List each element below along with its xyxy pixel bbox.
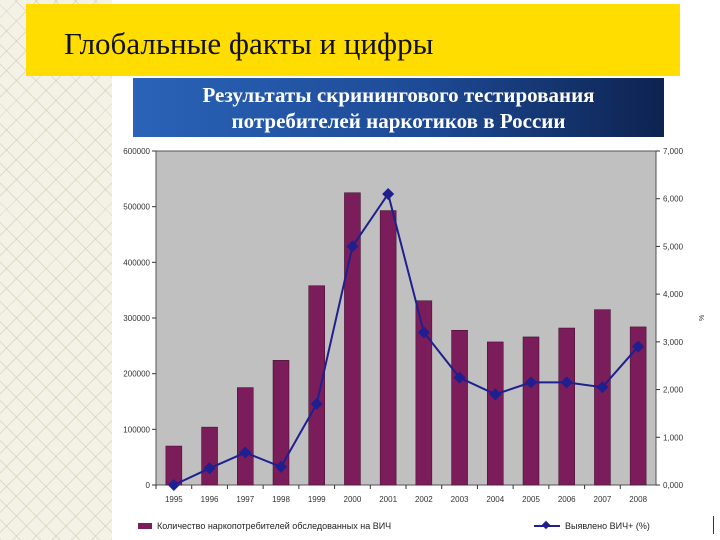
bar-2007 bbox=[594, 309, 611, 486]
line-point-2000 bbox=[346, 240, 359, 253]
bar-1999 bbox=[308, 285, 325, 486]
line-point-2008 bbox=[632, 340, 645, 353]
left-axis-tick-label: 400000 bbox=[123, 258, 150, 267]
x-axis-tick-label: 1996 bbox=[201, 495, 219, 504]
left-axis-tick-label: 500000 bbox=[123, 203, 150, 212]
x-axis-tick-label: 1998 bbox=[272, 495, 290, 504]
line-point-2002 bbox=[417, 326, 430, 339]
right-axis-tick-label: 3,000 bbox=[663, 338, 684, 347]
chart-title-box: Результаты скринингового тестирования по… bbox=[133, 78, 664, 137]
title-bar bbox=[26, 4, 680, 76]
x-axis-tick-label: 1995 bbox=[165, 495, 183, 504]
right-axis-label: % bbox=[699, 315, 706, 321]
chart-title-line-1: Результаты скринингового тестирования bbox=[202, 83, 595, 107]
chart-area: 0 100000 200000 300000 400000 500000 600000 0,0… bbox=[112, 140, 720, 540]
bar-2004 bbox=[487, 341, 504, 486]
bar-2001 bbox=[379, 210, 397, 486]
right-axis-tick-label: 5,000 bbox=[663, 242, 684, 251]
right-axis-tick-label: 2,000 bbox=[663, 386, 684, 395]
line-point-2007 bbox=[596, 381, 609, 394]
bar-2006 bbox=[558, 327, 575, 486]
line-point-1997 bbox=[239, 446, 252, 459]
left-axis-tick-label: 600000 bbox=[123, 147, 150, 156]
x-axis-tick-label: 2008 bbox=[629, 495, 647, 504]
slide-title: Глобальные факты и цифры bbox=[64, 26, 434, 61]
left-axis-tick-label: 300000 bbox=[123, 314, 150, 323]
x-axis-tick-label: 2003 bbox=[451, 495, 469, 504]
bar-1997 bbox=[237, 387, 254, 486]
slide-edge-mark bbox=[713, 516, 714, 534]
bar-1998 bbox=[272, 360, 290, 486]
left-axis-tick-label: 200000 bbox=[123, 370, 150, 379]
x-axis-tick-label: 2005 bbox=[522, 495, 540, 504]
right-axis-tick-label: 4,000 bbox=[663, 290, 684, 299]
right-axis-tick-label: 7,000 bbox=[663, 147, 684, 156]
left-axis-tick-label: 100000 bbox=[123, 425, 150, 434]
right-axis-tick-label: 6,000 bbox=[663, 195, 684, 204]
bar-1996 bbox=[201, 426, 218, 486]
legend-line-label: Выявлено ВИЧ+ (%) bbox=[565, 521, 650, 531]
line-point-1998 bbox=[275, 460, 287, 473]
combo-chart: 0 100000 200000 300000 400000 500000 600000 0,0… bbox=[123, 147, 706, 504]
line-point-2005 bbox=[525, 376, 537, 389]
right-axis-tick-label: 0,000 bbox=[663, 481, 684, 490]
x-axis-tick-label: 2000 bbox=[344, 495, 362, 504]
x-axis-tick-label: 2007 bbox=[594, 495, 612, 504]
bar-2003 bbox=[451, 329, 468, 486]
left-axis-tick-label: 0 bbox=[146, 481, 151, 490]
line-point-2003 bbox=[453, 371, 466, 384]
line-point-2001 bbox=[382, 187, 395, 200]
decorative-pattern bbox=[0, 0, 112, 540]
right-axis-tick-label: 1,000 bbox=[663, 433, 684, 442]
x-axis-tick-label: 2001 bbox=[379, 495, 397, 504]
x-axis-tick-label: 1999 bbox=[308, 495, 326, 504]
bar-2002 bbox=[415, 300, 433, 486]
plot-area bbox=[155, 150, 657, 486]
legend-bar-swatch bbox=[138, 523, 152, 529]
bar-2008 bbox=[629, 326, 647, 486]
line-point-2006 bbox=[560, 376, 573, 389]
legend-bar-entry: Количество наркопотребителей обследованн… bbox=[138, 519, 391, 533]
legend-bar-label: Количество наркопотребителей обследованн… bbox=[157, 521, 392, 531]
legend-line-swatch bbox=[534, 525, 560, 527]
x-axis-tick-label: 2006 bbox=[558, 495, 576, 504]
bar-2005 bbox=[522, 336, 540, 486]
line-point-1999 bbox=[310, 397, 323, 410]
chart-title-line-2: потребителей наркотиков в России bbox=[231, 109, 566, 133]
x-axis-tick-label: 1997 bbox=[236, 495, 254, 504]
legend-line-entry: Выявлено ВИЧ+ (%) bbox=[534, 519, 650, 533]
line-point-1995 bbox=[167, 479, 180, 491]
line-point-2004 bbox=[489, 388, 502, 401]
x-axis-tick-label: 2002 bbox=[415, 495, 433, 504]
x-axis-tick-label: 2004 bbox=[486, 495, 504, 504]
line-point-1996 bbox=[203, 462, 216, 475]
